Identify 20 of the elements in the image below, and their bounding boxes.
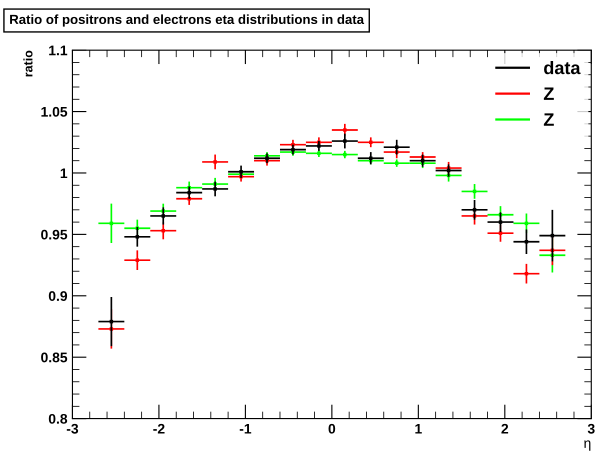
x-tick-label: 0 [328,424,336,434]
y-tick-label: 0.95 [41,230,68,240]
x-tick-label: -2 [153,424,165,434]
x-axis-title: η [584,440,590,451]
legend-label: Z [544,88,554,100]
x-tick-label: -3 [66,424,78,434]
y-tick-label: 1.1 [49,46,68,56]
x-tick-label: -1 [240,424,252,434]
x-tick-label: 1 [415,424,422,434]
legend-label: data [544,60,581,74]
y-axis-title: ratio [23,50,33,76]
legend-label: Z [544,113,554,126]
y-tick-label: 0.85 [41,352,68,362]
y-tick-label: 1 [60,168,68,178]
x-tick-label: 2 [501,424,508,434]
y-tick-label: 1.05 [41,106,68,117]
chart-title: Ratio of positrons and electrons eta distributions in data [10,14,364,27]
x-tick-label: 3 [588,424,595,434]
y-tick-label: 0.8 [48,414,68,424]
y-tick-label: 0.9 [48,291,68,301]
